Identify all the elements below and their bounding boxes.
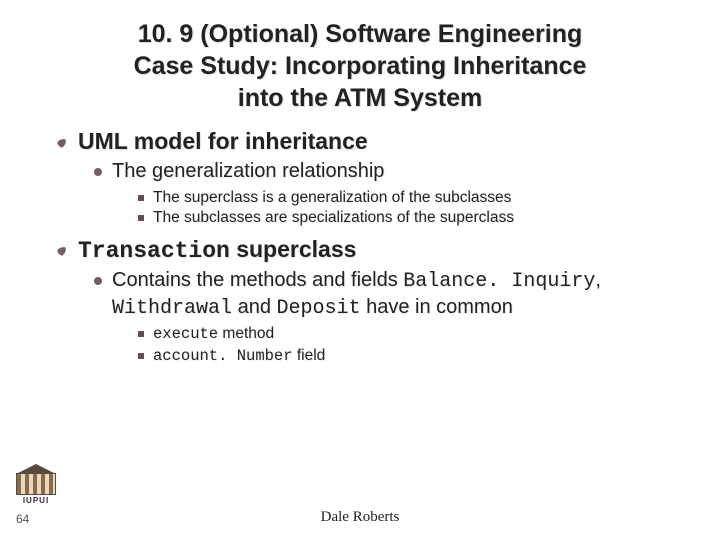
uml-heading-text: UML model for inheritance	[78, 128, 368, 155]
bullet-level3-group-2: execute method account. Number field	[138, 324, 684, 367]
dot-bullet-icon	[94, 168, 102, 176]
generalization-text: The generalization relationship	[112, 159, 384, 185]
iupui-logo: IUPUI	[16, 464, 56, 504]
balance-inquiry-code: Balance. Inquiry	[403, 270, 595, 293]
bullet-level3-group-1: The superclass is a generalization of th…	[138, 188, 684, 229]
withdrawal-code: Withdrawal	[112, 297, 232, 320]
account-code: account. Number	[153, 347, 293, 365]
bullet-level2-generalization: The generalization relationship	[94, 159, 684, 185]
bullet-level2-contains: Contains the methods and fields Balance.…	[94, 268, 684, 321]
contains-text: Contains the methods and fields Balance.…	[112, 268, 684, 321]
slide-title: 10. 9 (Optional) Software Engineering Ca…	[36, 18, 684, 114]
superclass-general-text: The superclass is a generalization of th…	[153, 188, 511, 208]
account-text: account. Number field	[153, 346, 325, 367]
subclass-special-text: The subclasses are specializations of th…	[153, 208, 514, 228]
footer-author: Dale Roberts	[0, 509, 720, 526]
title-line-3: into the ATM System	[238, 84, 482, 112]
logo-building-icon	[16, 473, 56, 495]
title-line-2: Case Study: Incorporating Inheritance	[134, 52, 587, 80]
logo-text: IUPUI	[16, 496, 56, 505]
execute-code: execute	[153, 325, 218, 343]
square-bullet-icon	[138, 195, 144, 201]
square-bullet-icon	[138, 215, 144, 221]
execute-text: execute method	[153, 324, 274, 345]
dot-bullet-icon	[94, 277, 102, 285]
title-line-1: 10. 9 (Optional) Software Engineering	[138, 20, 583, 48]
transaction-code: Transaction	[78, 238, 230, 264]
bullet-level1-transaction: Transaction superclass	[56, 236, 684, 264]
square-bullet-icon	[138, 331, 144, 337]
slide: 10. 9 (Optional) Software Engineering Ca…	[0, 0, 720, 540]
leaf-bullet-icon	[56, 137, 68, 149]
leaf-bullet-icon	[56, 245, 68, 257]
transaction-heading-text: Transaction superclass	[78, 236, 356, 264]
bullet-level1-uml: UML model for inheritance	[56, 128, 684, 155]
transaction-suffix: superclass	[230, 236, 357, 262]
square-bullet-icon	[138, 353, 144, 359]
deposit-code: Deposit	[277, 297, 361, 320]
